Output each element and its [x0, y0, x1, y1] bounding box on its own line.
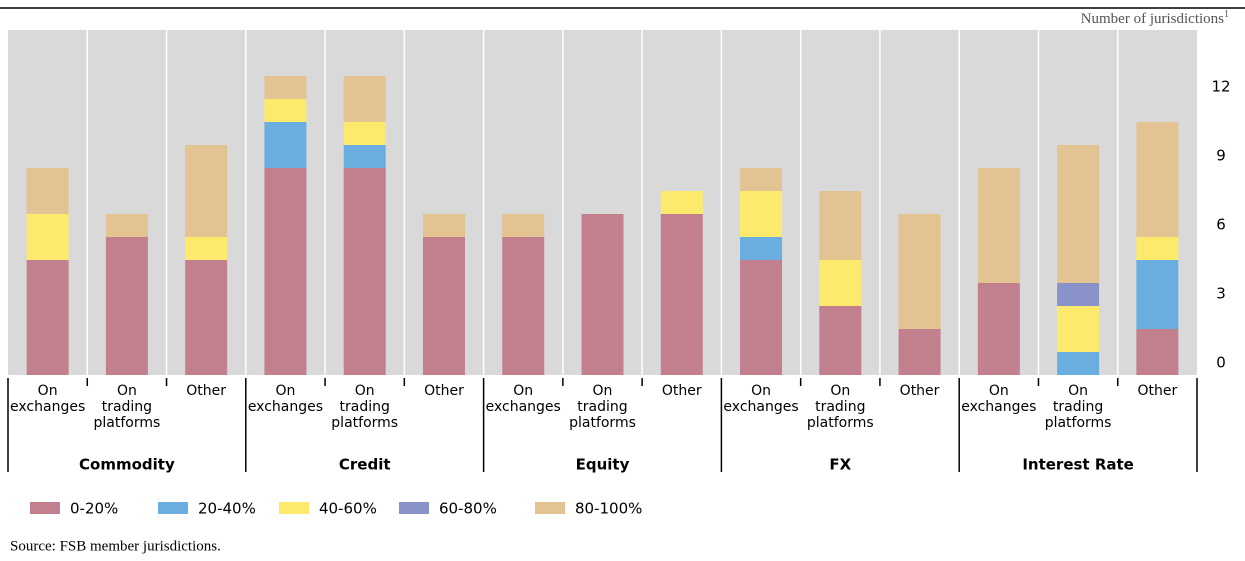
category-label: On trading platforms: [331, 383, 399, 431]
group-label: Commodity: [79, 456, 175, 474]
bar-segment: [740, 168, 783, 191]
legend-label: 20-40%: [198, 500, 256, 518]
bar-segment: [264, 99, 307, 122]
legend-swatch: [30, 502, 60, 514]
category-label: Other: [424, 383, 464, 399]
bar-segment: [819, 260, 862, 306]
bar-segment: [740, 191, 783, 237]
bar-segment: [977, 283, 1020, 375]
bar-segment: [502, 237, 545, 375]
bar-segment: [819, 306, 862, 375]
category-label: On trading platforms: [1044, 383, 1112, 431]
category-label: On exchanges: [961, 383, 1037, 415]
bar-segment: [660, 191, 703, 214]
bar-segment: [581, 214, 624, 375]
x-tick-label: On trading platforms: [331, 383, 399, 431]
y-tick-label: 3: [1216, 285, 1226, 303]
x-tick-label: On trading platforms: [93, 383, 161, 431]
x-tick-label: On trading platforms: [569, 383, 636, 431]
x-tick-label: On exchanges: [247, 383, 324, 415]
bar-segment: [1057, 306, 1100, 352]
bar-segment: [1136, 329, 1179, 375]
x-tick-label: Other: [424, 383, 464, 399]
category-label: On trading platforms: [93, 383, 161, 431]
footnote-marker: 1: [1224, 9, 1229, 20]
bar-segment: [977, 168, 1020, 283]
bar-segment: [422, 214, 465, 237]
bar-segment: [1136, 122, 1179, 237]
bar-segment: [26, 260, 69, 375]
bar-segment: [1057, 145, 1100, 283]
category-label: On exchanges: [247, 383, 324, 415]
y-tick-label: 9: [1216, 147, 1226, 165]
bar-segment: [185, 260, 228, 375]
legend-swatch: [279, 502, 309, 514]
x-tick-label: Other: [1137, 383, 1178, 399]
bar-segment: [422, 237, 465, 375]
group-label: Interest Rate: [1022, 456, 1134, 474]
group-label: Equity: [576, 456, 630, 474]
category-label: On trading platforms: [806, 383, 874, 431]
legend-swatch: [535, 502, 565, 514]
x-tick-label: Other: [661, 383, 702, 399]
legend-swatch: [158, 502, 188, 514]
category-label: Other: [661, 383, 702, 399]
y-tick-label: 12: [1211, 78, 1230, 96]
bar-segment: [660, 214, 703, 375]
bar-segment: [898, 214, 941, 329]
y-tick-label: 6: [1216, 216, 1226, 234]
group-label: Credit: [339, 456, 391, 474]
legend-swatch: [399, 502, 429, 514]
group-label: FX: [829, 456, 851, 474]
bar-segment: [26, 168, 69, 214]
bar-segment: [740, 260, 783, 375]
y-axis-label-text: Number of jurisdictions: [1081, 11, 1224, 27]
bar-segment: [343, 76, 386, 122]
category-label: On exchanges: [485, 383, 561, 415]
category-label: On exchanges: [10, 383, 86, 415]
bar-segment: [819, 191, 862, 260]
bar-segment: [105, 237, 148, 375]
bar-segment: [1136, 237, 1179, 260]
x-tick-label: On trading platforms: [806, 383, 874, 431]
x-tick-label: Other: [186, 383, 227, 399]
source: Source: FSB member jurisdictions.: [10, 538, 221, 554]
legend-label: 60-80%: [439, 500, 497, 518]
bar-segment: [185, 145, 228, 237]
bar-segment: [185, 237, 228, 260]
bar-segment: [1136, 260, 1179, 329]
bar-segment: [343, 122, 386, 145]
bar-segment: [1057, 283, 1100, 306]
category-label: On trading platforms: [569, 383, 636, 431]
legend-label: 0-20%: [70, 500, 118, 518]
bar-segment: [343, 145, 386, 168]
bar-segment: [343, 168, 386, 375]
x-tick-label: On exchanges: [961, 383, 1037, 415]
bar-segment: [105, 214, 148, 237]
bar-segment: [740, 237, 783, 260]
x-tick-label: On exchanges: [723, 383, 799, 415]
category-label: Other: [899, 383, 940, 399]
bar-segment: [26, 214, 69, 260]
bar-segment: [264, 76, 307, 99]
bar-segment: [898, 329, 941, 375]
y-tick-label: 0: [1216, 354, 1226, 372]
category-label: Other: [1137, 383, 1178, 399]
y-axis-label: Number of jurisdictions1: [1081, 9, 1229, 27]
bar-segment: [502, 214, 545, 237]
bar-segment: [264, 168, 307, 375]
legend-label: 40-60%: [319, 500, 377, 518]
legend-label: 80-100%: [575, 500, 642, 518]
x-tick-label: Other: [899, 383, 940, 399]
category-label: Other: [186, 383, 227, 399]
bar-segment: [1057, 352, 1100, 375]
bar-segment: [264, 122, 307, 168]
x-tick-label: On exchanges: [10, 383, 86, 415]
x-tick-label: On exchanges: [485, 383, 561, 415]
x-tick-label: On trading platforms: [1044, 383, 1112, 431]
category-label: On exchanges: [723, 383, 799, 415]
